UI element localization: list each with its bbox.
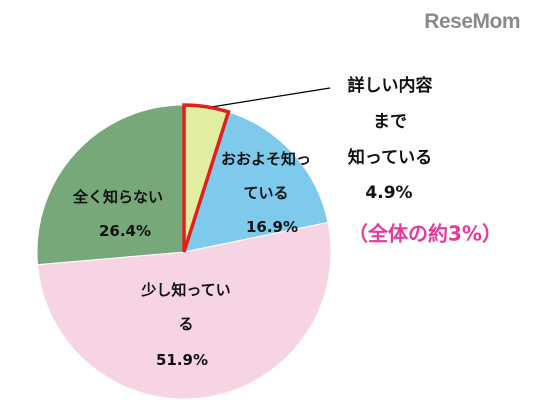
slice-label: 詳しい内容 まで 知っている (347, 76, 433, 168)
pie-slice (182, 103, 231, 253)
pie-slice (37, 221, 332, 400)
logo: ReseMom (424, 10, 520, 33)
slice-label: 少し知ってい る (141, 281, 231, 333)
leader-line (204, 87, 331, 109)
value-label: 26.4% (98, 222, 152, 240)
pie-slice (183, 111, 329, 253)
pie-slice (36, 104, 185, 266)
value-label: 16.9% (245, 218, 299, 236)
annotation: （全体の約3%） (348, 221, 502, 246)
value-label: 4.9% (365, 183, 413, 203)
slice-label: 全く知らない (72, 188, 164, 206)
slice-label: おおよそ知っ ている (220, 150, 312, 202)
value-label: 51.9% (155, 351, 209, 369)
